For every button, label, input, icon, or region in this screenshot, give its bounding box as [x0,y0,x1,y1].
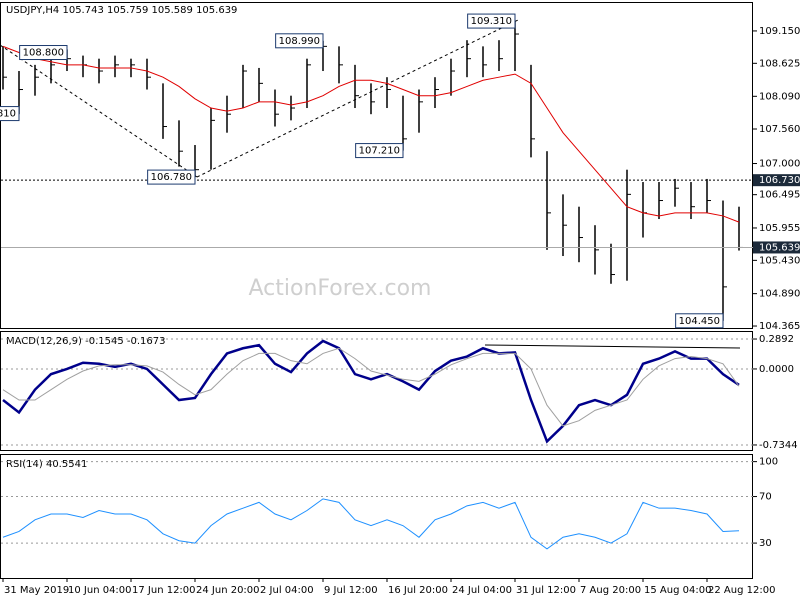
x-tick-label: 15 Aug 04:00 [644,585,711,596]
annotation-box [467,13,516,29]
x-tick-label: 2 Jul 04:00 [260,585,314,596]
y-tick-label: 104.890 [759,289,800,300]
y-tick-label: 0.0000 [759,364,794,375]
line-series [2,45,740,223]
annotation-label: 109.310 [471,16,512,27]
level-label: 106.730 [759,175,800,186]
annotation-label: 108.800 [23,48,64,59]
x-tick-label: 24 Jul 04:00 [452,585,512,596]
price-panel [0,2,753,329]
annotation-label: 108.990 [279,36,320,47]
y-tick-label: 109.150 [759,26,800,37]
annotation-box [147,169,196,185]
y-tick-label: 107.560 [759,124,800,135]
y-tick-label: 105.955 [759,223,800,234]
annotation-box [355,143,404,159]
level-label: 105.639 [759,242,800,253]
level-box [753,174,800,187]
y-tick-label: 108.090 [759,91,800,102]
chart-title: USDJPY,H4 105.743 105.759 105.589 105.63… [6,5,237,16]
rsi-panel [0,454,753,579]
macd-trend-line [484,344,741,349]
y-tick-label: 104.365 [759,321,800,332]
annotation-label: 106.780 [151,172,192,183]
x-tick-label: 10 Jun 04:00 [68,585,132,596]
annotation-box [675,313,724,329]
annotation-box [19,45,68,61]
annotation-box [275,33,324,49]
macd-title: MACD(12,26,9) -0.1545 -0.1673 [6,336,166,347]
x-tick-label: 7 Aug 20:00 [580,585,641,596]
annotation-label: .810 [0,109,16,120]
x-tick-label: 24 Jun 20:00 [196,585,260,596]
x-tick-label: 22 Aug 12:00 [708,585,775,596]
rsi-title: RSI(14) 40.5541 [6,459,87,470]
line-series [2,347,740,427]
x-tick-label: 17 Jun 12:00 [132,585,196,596]
y-tick-label: 0.2892 [759,334,794,345]
annotation-box [0,106,20,122]
macd-panel [0,331,753,451]
annotation-label: 107.210 [359,146,400,157]
annotation-label: 104.450 [679,316,720,327]
y-tick-label: 100 [759,457,778,468]
y-tick-label: 108.625 [759,58,800,69]
x-tick-label: 31 Jul 12:00 [516,585,576,596]
line-series [2,339,740,444]
x-tick-label: 16 Jul 20:00 [388,585,448,596]
y-tick-label: 106.495 [759,190,800,201]
x-tick-label: 31 May 2019 [4,585,69,596]
level-box [753,241,800,254]
line-series [2,498,740,550]
y-tick-label: 70 [759,492,772,503]
y-tick-label: 105.430 [759,255,800,266]
y-tick-label: -0.7344 [759,440,798,451]
y-tick-label: 107.000 [759,159,800,170]
watermark: ActionForex.com [249,276,432,301]
x-tick-label: 9 Jul 12:00 [324,585,378,596]
y-tick-label: 30 [759,538,772,549]
